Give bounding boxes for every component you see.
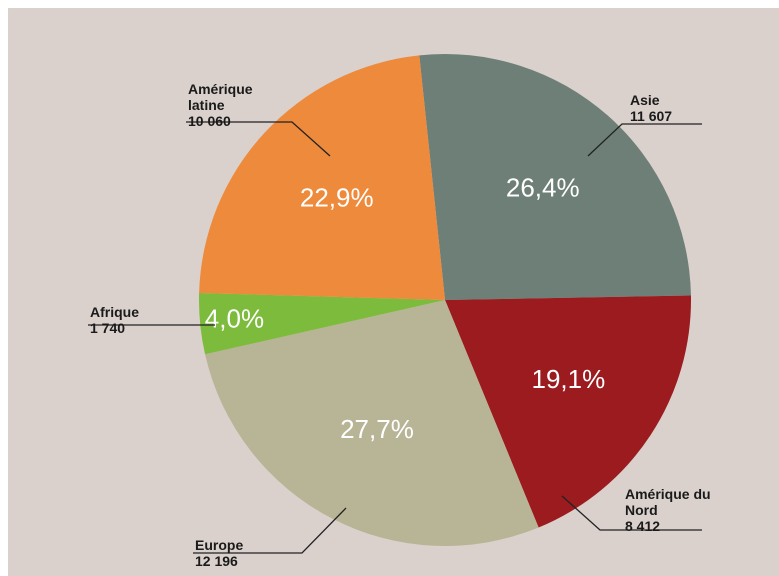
category-name: Afrique	[90, 304, 139, 320]
category-name: Amérique du Nord	[625, 486, 711, 518]
percent-label: 19,1%	[532, 364, 606, 394]
slice-label: Afrique 1 740	[90, 304, 210, 336]
slice-label: Europe 12 196	[195, 537, 315, 569]
pie-slice	[199, 55, 445, 301]
amount-label: 8 412	[625, 518, 661, 534]
pie-slice	[205, 300, 539, 546]
percent-label: 4,0%	[205, 303, 264, 333]
pie-slice	[445, 295, 691, 528]
amount-label: 12 196	[195, 553, 238, 569]
pie-slice	[419, 54, 691, 300]
percent-label: 22,9%	[300, 183, 374, 213]
amount-label: 11 607	[630, 108, 673, 124]
slice-label: Asie 11 607	[630, 92, 720, 124]
amount-label: 1 740	[90, 320, 126, 336]
category-name: Asie	[630, 92, 660, 108]
percent-label: 26,4%	[506, 172, 580, 202]
leader-line	[561, 495, 702, 531]
leader-line	[186, 121, 331, 157]
amount-label: 10 060	[188, 113, 231, 129]
category-name: Europe	[195, 537, 244, 553]
category-name: Amérique latine	[188, 81, 253, 113]
slice-label: Amérique du Nord 8 412	[625, 486, 720, 534]
leader-line	[587, 123, 702, 157]
leader-line	[193, 507, 347, 554]
percent-label: 27,7%	[340, 414, 414, 444]
slice-label: Amérique latine 10 060	[188, 81, 283, 129]
pie-slice	[199, 292, 445, 355]
